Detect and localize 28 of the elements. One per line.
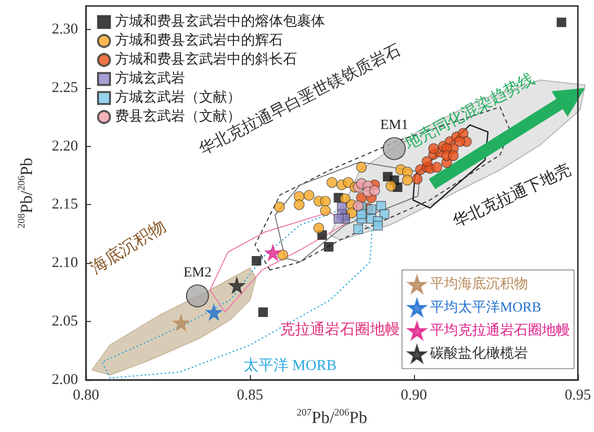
legend-label: 平均海底沉积物	[430, 276, 528, 292]
annotation: EM2	[183, 265, 212, 280]
x-tick-label: 0.90	[400, 388, 428, 404]
legend-label: 方城和费县玄武岩中的熔体包裹体	[115, 14, 325, 30]
x-tick-label: 0.95	[564, 388, 591, 404]
y-tick-label: 2.05	[52, 314, 78, 330]
legend-label: 方城玄武岩	[115, 70, 185, 86]
legend-label: 碳酸盐化橄榄岩	[429, 346, 528, 362]
x-tick-label: 0.85	[236, 388, 264, 404]
legend-label: 费县玄武岩（文献）	[115, 108, 241, 124]
y-tick-label: 2.25	[52, 80, 78, 96]
y-tick-label: 2.00	[52, 372, 78, 388]
annotation: EM1	[380, 118, 408, 134]
annotation: 克拉通岩石圈地幔	[280, 321, 400, 338]
y-axis-title: 208Pb/206Pb	[16, 158, 36, 228]
legend-label: 方城和费县玄武岩中的辉石	[115, 32, 283, 48]
annotation: 海底沉积物	[86, 216, 170, 278]
y-tick-label: 2.30	[52, 21, 78, 38]
y-tick-label: 2.15	[52, 196, 78, 213]
legend-label: 方城和费县玄武岩中的斜长石	[115, 52, 297, 68]
y-tick-label: 2.10	[52, 255, 78, 272]
legend-label: 方城玄武岩（文献）	[115, 90, 241, 106]
annotation: 太平洋 MORB	[244, 357, 336, 374]
y-tick-label: 2.20	[52, 138, 78, 154]
legend-label: 平均克拉通岩石圈地幔	[430, 322, 570, 338]
annotation: 华北克拉通下地壳	[450, 160, 574, 231]
legend-label: 平均太平洋MORB	[430, 299, 542, 316]
x-tick-label: 0.80	[72, 388, 100, 404]
